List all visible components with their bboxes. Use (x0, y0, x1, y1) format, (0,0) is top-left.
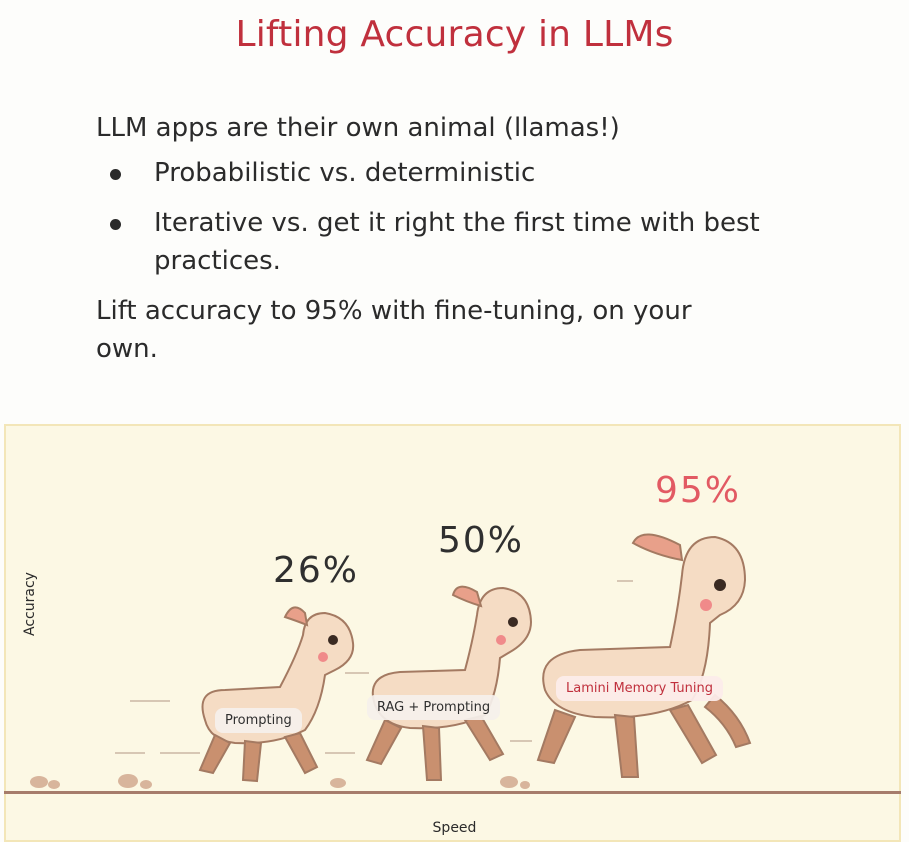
technique-tag: Prompting (215, 708, 302, 733)
bullet-dot-icon (110, 219, 121, 230)
llama-prompting-illustration (198, 606, 355, 783)
speed-line (510, 740, 532, 742)
x-axis-label: Speed (432, 820, 477, 836)
llama-rag-illustration (365, 585, 533, 781)
accuracy-percent: 95% (655, 470, 742, 511)
outro-text: Lift accuracy to 95% with fine-tuning, o… (96, 296, 692, 364)
llama-illustration-panel (4, 424, 901, 842)
dust-puff (500, 776, 518, 788)
llama-lamini-illustration (536, 533, 752, 778)
dust-puff (118, 774, 138, 788)
speed-line (617, 580, 633, 582)
y-axis-label: Accuracy (22, 572, 38, 636)
bullet-item: Probabilistic vs. deterministic (96, 154, 836, 192)
bullet-list: Probabilistic vs. deterministic Iterativ… (96, 154, 836, 280)
speed-line (160, 752, 200, 754)
bullet-dot-icon (110, 169, 121, 180)
dust-puff (520, 781, 530, 789)
speed-line (115, 752, 145, 754)
bullet-text: Iterative vs. get it right the first tim… (154, 208, 760, 276)
dust-puff (30, 776, 48, 788)
speed-line (345, 672, 369, 674)
accuracy-percent: 50% (438, 520, 525, 561)
dust-puff (330, 778, 346, 788)
intro-text: LLM apps are their own animal (llamas!) (96, 113, 620, 143)
technique-tag: Lamini Memory Tuning (556, 676, 724, 701)
slide-title: Lifting Accuracy in LLMs (235, 14, 674, 55)
slide-body: LLM apps are their own animal (llamas!) … (96, 110, 836, 394)
accuracy-percent: 26% (273, 550, 360, 591)
speed-line (325, 752, 355, 754)
speed-line (130, 700, 170, 702)
dust-puff (48, 780, 60, 789)
ground-line (4, 791, 901, 794)
bullet-item: Iterative vs. get it right the first tim… (96, 204, 836, 280)
dust-puff (140, 780, 152, 789)
bullet-text: Probabilistic vs. deterministic (154, 158, 536, 188)
technique-tag: RAG + Prompting (367, 695, 501, 720)
